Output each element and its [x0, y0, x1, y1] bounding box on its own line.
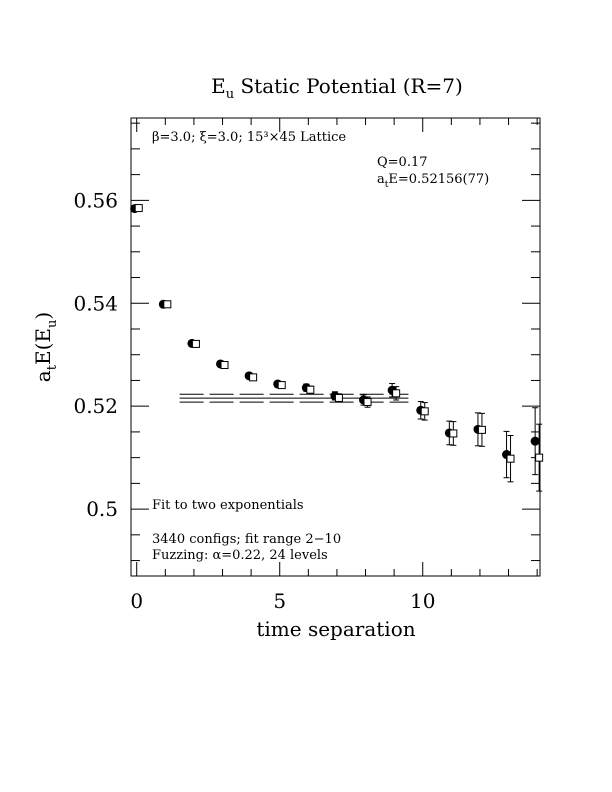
x-tick-label: 5: [273, 589, 286, 613]
fit-result-annotation: atE=0.52156(77): [377, 172, 489, 190]
title-subscript: u: [226, 87, 234, 102]
data-point-square: [134, 204, 143, 213]
axis-ticks: [131, 118, 540, 576]
lattice-annotation: β=3.0; ξ=3.0; 15³×45 Lattice: [152, 130, 346, 145]
data-points: [130, 204, 544, 492]
data-point-square: [220, 361, 229, 370]
fit-result-t-subscript: t: [385, 180, 389, 190]
title-rest: Static Potential (R=7): [234, 74, 463, 98]
data-point-square: [306, 385, 315, 394]
data-point-square: [363, 398, 372, 407]
ylabel-u-subscript: u: [45, 320, 60, 328]
ylabel-e: E(E: [31, 328, 55, 365]
data-point-square: [420, 407, 429, 416]
fuzzing-annotation: Fuzzing: α=0.22, 24 levels: [152, 548, 328, 563]
ylabel-close: ): [31, 312, 55, 320]
fit-description: Fit to two exponentials: [152, 498, 304, 513]
x-tick-label: 10: [410, 589, 435, 613]
plot-frame: [130, 117, 541, 577]
y-tick-labels: 0.5 0.52 0.54 0.56: [73, 188, 118, 521]
data-point-circle: [530, 436, 540, 446]
x-tick-label: 0: [130, 589, 143, 613]
config-annotation: 3440 configs; fit range 2−10: [152, 532, 341, 547]
data-point-square: [191, 339, 200, 348]
y-tick-label: 0.5: [86, 497, 118, 521]
x-tick-labels: 0 5 10: [130, 589, 435, 613]
data-point-square: [392, 389, 401, 398]
ylabel-t-subscript: t: [45, 364, 60, 370]
title-main: E: [211, 74, 226, 98]
y-tick-label: 0.54: [73, 291, 118, 315]
ylabel-a: a: [31, 370, 55, 382]
data-point-square: [249, 373, 258, 382]
y-tick-label: 0.52: [73, 394, 118, 418]
data-point-square: [334, 393, 343, 402]
y-tick-label: 0.56: [73, 188, 118, 212]
data-point-square: [535, 453, 544, 462]
y-axis-label: atE(Eu): [31, 312, 60, 382]
data-point-square: [163, 300, 172, 309]
fit-band: [179, 393, 409, 403]
chart-title: Eu Static Potential (R=7): [211, 74, 463, 102]
fit-result-value: E=0.52156(77): [388, 172, 489, 187]
x-axis-label: time separation: [256, 617, 415, 641]
data-point-square: [506, 454, 515, 463]
q-annotation: Q=0.17: [377, 155, 428, 170]
data-point-square: [477, 425, 486, 434]
data-point-square: [449, 429, 458, 438]
data-point-square: [277, 381, 286, 390]
fit-result-a: a: [377, 172, 385, 187]
